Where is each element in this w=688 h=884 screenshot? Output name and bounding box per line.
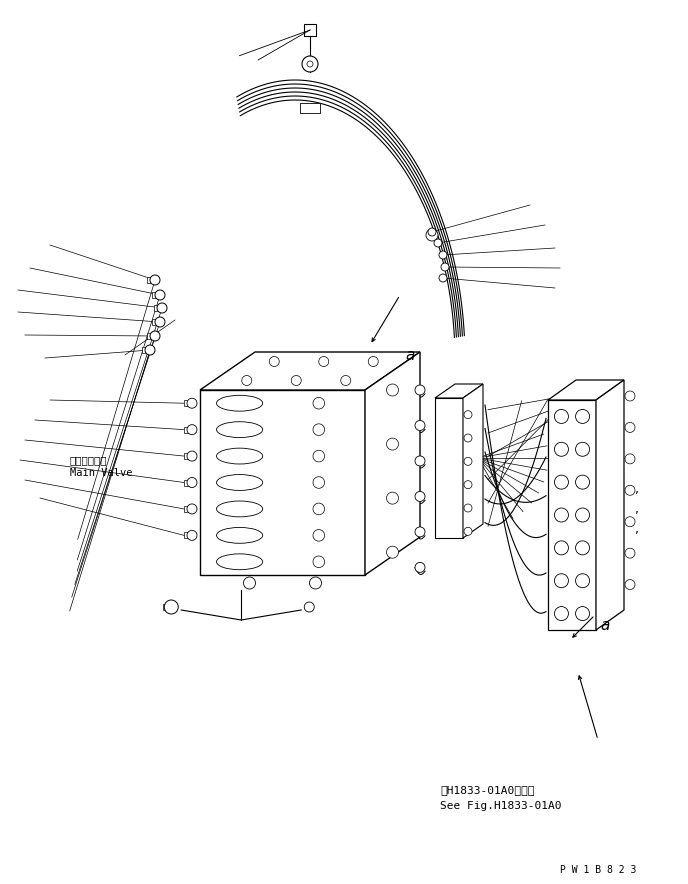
Bar bbox=[300, 103, 320, 113]
Circle shape bbox=[150, 331, 160, 341]
Circle shape bbox=[625, 485, 635, 495]
Circle shape bbox=[269, 356, 279, 367]
Circle shape bbox=[302, 56, 318, 72]
Circle shape bbox=[625, 517, 635, 527]
Circle shape bbox=[415, 562, 425, 573]
Circle shape bbox=[576, 475, 590, 489]
Polygon shape bbox=[365, 352, 420, 575]
Circle shape bbox=[464, 528, 472, 536]
Polygon shape bbox=[435, 398, 463, 538]
Bar bbox=[184, 427, 192, 432]
Circle shape bbox=[387, 492, 398, 504]
Circle shape bbox=[187, 530, 197, 540]
Circle shape bbox=[155, 290, 165, 300]
Circle shape bbox=[187, 477, 197, 487]
Circle shape bbox=[244, 577, 255, 589]
Text: ,: , bbox=[635, 484, 639, 497]
Circle shape bbox=[434, 239, 442, 247]
Circle shape bbox=[426, 229, 438, 241]
Circle shape bbox=[304, 602, 314, 612]
Text: P W 1 B 8 2 3: P W 1 B 8 2 3 bbox=[560, 865, 636, 875]
Circle shape bbox=[187, 504, 197, 514]
Circle shape bbox=[464, 411, 472, 419]
Bar bbox=[152, 292, 158, 298]
Polygon shape bbox=[200, 390, 365, 575]
Circle shape bbox=[576, 574, 590, 588]
Circle shape bbox=[464, 457, 472, 465]
Polygon shape bbox=[463, 384, 483, 538]
Polygon shape bbox=[548, 400, 596, 630]
Circle shape bbox=[555, 508, 568, 522]
Circle shape bbox=[555, 475, 568, 489]
Circle shape bbox=[341, 376, 351, 385]
Circle shape bbox=[428, 228, 436, 236]
Circle shape bbox=[310, 577, 321, 589]
Circle shape bbox=[464, 481, 472, 489]
Circle shape bbox=[625, 548, 635, 558]
Text: Main Valve: Main Valve bbox=[70, 468, 133, 478]
Circle shape bbox=[415, 385, 425, 395]
Circle shape bbox=[625, 391, 635, 401]
Bar bbox=[184, 479, 192, 485]
Polygon shape bbox=[548, 380, 624, 400]
Circle shape bbox=[625, 453, 635, 464]
Circle shape bbox=[555, 606, 568, 621]
Circle shape bbox=[576, 508, 590, 522]
Circle shape bbox=[415, 527, 425, 537]
Circle shape bbox=[625, 580, 635, 590]
Bar bbox=[184, 400, 192, 407]
Polygon shape bbox=[200, 352, 420, 390]
Circle shape bbox=[157, 303, 167, 313]
Bar bbox=[184, 506, 192, 512]
Circle shape bbox=[555, 442, 568, 456]
Bar bbox=[147, 333, 153, 339]
Circle shape bbox=[415, 421, 425, 431]
Circle shape bbox=[387, 384, 398, 396]
Circle shape bbox=[555, 409, 568, 423]
Bar bbox=[163, 604, 169, 610]
Text: 第H1833-01A0図参照: 第H1833-01A0図参照 bbox=[440, 785, 535, 795]
Text: ,: , bbox=[635, 504, 639, 516]
Circle shape bbox=[415, 456, 425, 466]
Circle shape bbox=[625, 423, 635, 432]
Circle shape bbox=[439, 274, 447, 282]
Circle shape bbox=[576, 541, 590, 555]
Circle shape bbox=[439, 251, 447, 259]
Circle shape bbox=[164, 600, 178, 614]
Text: a: a bbox=[600, 618, 610, 632]
Text: a: a bbox=[405, 347, 414, 362]
Circle shape bbox=[145, 345, 155, 355]
Circle shape bbox=[387, 546, 398, 558]
Circle shape bbox=[555, 574, 568, 588]
Bar bbox=[184, 532, 192, 538]
Circle shape bbox=[576, 442, 590, 456]
Text: メインバルブ: メインバルブ bbox=[70, 455, 107, 465]
Text: See Fig.H1833-01A0: See Fig.H1833-01A0 bbox=[440, 801, 561, 811]
Circle shape bbox=[319, 356, 329, 367]
Circle shape bbox=[187, 398, 197, 408]
Polygon shape bbox=[596, 380, 624, 630]
Circle shape bbox=[441, 263, 449, 271]
Circle shape bbox=[415, 492, 425, 501]
Bar bbox=[154, 305, 160, 311]
Circle shape bbox=[555, 541, 568, 555]
Bar bbox=[184, 453, 192, 459]
Circle shape bbox=[150, 275, 160, 285]
Circle shape bbox=[155, 317, 165, 327]
Bar bbox=[147, 277, 153, 283]
Circle shape bbox=[368, 356, 378, 367]
Circle shape bbox=[187, 451, 197, 461]
Bar bbox=[142, 347, 148, 353]
Circle shape bbox=[241, 376, 252, 385]
Circle shape bbox=[387, 438, 398, 450]
Polygon shape bbox=[435, 384, 483, 398]
Bar bbox=[152, 319, 158, 325]
Circle shape bbox=[576, 409, 590, 423]
Circle shape bbox=[187, 424, 197, 435]
Circle shape bbox=[464, 434, 472, 442]
Circle shape bbox=[464, 504, 472, 512]
Circle shape bbox=[291, 376, 301, 385]
Circle shape bbox=[576, 606, 590, 621]
Text: ,: , bbox=[635, 523, 639, 537]
